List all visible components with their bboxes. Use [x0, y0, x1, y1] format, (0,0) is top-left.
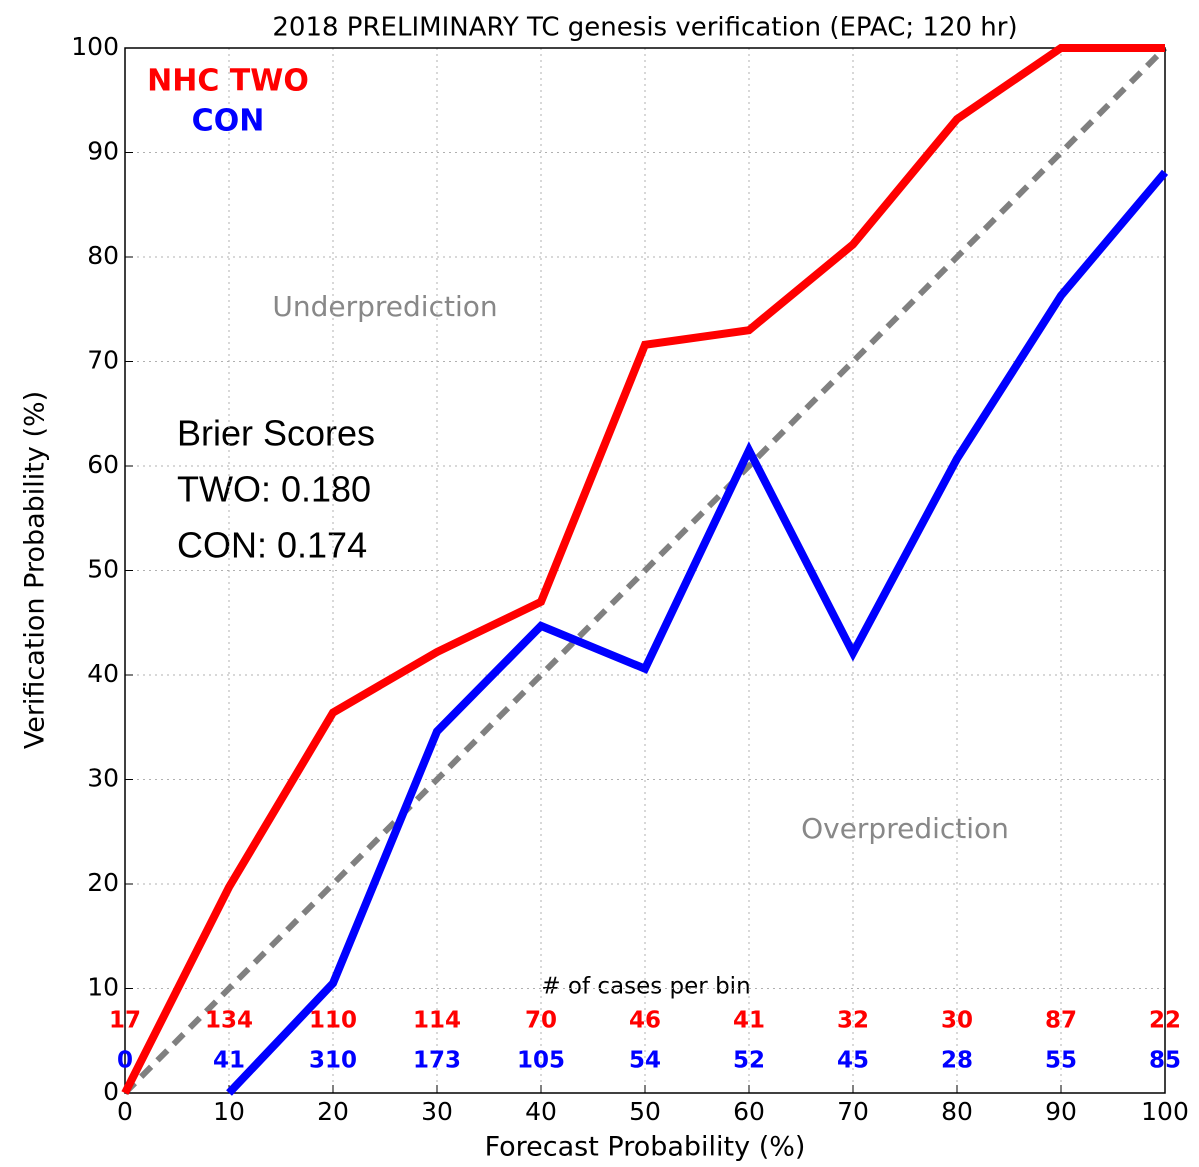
- chart-title: 2018 PRELIMINARY TC genesis verification…: [272, 13, 1017, 43]
- y-tick-label: 80: [87, 241, 119, 270]
- y-tick-label: 90: [87, 137, 119, 166]
- x-tick-label: 40: [525, 1097, 557, 1126]
- annotation: Underprediction: [272, 290, 497, 323]
- brier-text: TWO: 0.180: [177, 469, 371, 510]
- case-count: 30: [941, 1008, 973, 1034]
- brier-text: Brier Scores: [177, 413, 375, 454]
- y-axis-label: Verification Probability (%): [20, 391, 51, 749]
- x-tick-label: 90: [1045, 1097, 1077, 1126]
- series-line: [226, 169, 1169, 1096]
- legend-entry: NHC TWO: [147, 64, 309, 99]
- y-tick-label: 50: [87, 555, 119, 584]
- x-tick-label: 80: [941, 1097, 973, 1126]
- case-count: 17: [109, 1008, 141, 1034]
- counts-title: # of cases per bin: [541, 974, 750, 1000]
- case-count: 134: [205, 1008, 253, 1034]
- case-count: 54: [629, 1048, 661, 1074]
- case-count: 173: [413, 1048, 461, 1074]
- y-tick-label: 10: [87, 973, 119, 1002]
- annotation: Overprediction: [801, 812, 1009, 845]
- case-count: 22: [1149, 1008, 1181, 1034]
- x-tick-label: 0: [117, 1097, 133, 1126]
- y-tick-label: 70: [87, 346, 119, 375]
- y-tick-label: 100: [71, 32, 119, 61]
- y-tick-label: 40: [87, 659, 119, 688]
- x-tick-label: 60: [733, 1097, 765, 1126]
- case-count: 0: [117, 1048, 133, 1074]
- case-count: 41: [733, 1008, 765, 1034]
- brier-text: CON: 0.174: [177, 525, 367, 566]
- case-count: 28: [941, 1048, 973, 1074]
- case-count: 310: [309, 1048, 357, 1074]
- x-axis-label: Forecast Probability (%): [485, 1132, 806, 1163]
- case-count: 46: [629, 1008, 661, 1034]
- y-tick-label: 60: [87, 450, 119, 479]
- x-tick-label: 20: [317, 1097, 349, 1126]
- x-tick-label: 100: [1141, 1097, 1189, 1126]
- case-count: 41: [213, 1048, 245, 1074]
- case-count: 70: [525, 1008, 557, 1034]
- case-count: 87: [1045, 1008, 1077, 1034]
- y-tick-label: 0: [103, 1077, 119, 1106]
- case-count: 52: [733, 1048, 765, 1074]
- x-tick-label: 50: [629, 1097, 661, 1126]
- series-line: [121, 44, 1165, 1095]
- y-tick-label: 20: [87, 868, 119, 897]
- x-tick-label: 10: [213, 1097, 245, 1126]
- case-count: 110: [309, 1008, 357, 1034]
- x-tick-label: 70: [837, 1097, 869, 1126]
- reference-diagonal: [122, 45, 1168, 1096]
- case-count: 114: [413, 1008, 461, 1034]
- case-count: 105: [517, 1048, 565, 1074]
- case-count: 45: [837, 1048, 869, 1074]
- x-tick-label: 30: [421, 1097, 453, 1126]
- y-tick-label: 30: [87, 764, 119, 793]
- case-count: 85: [1149, 1048, 1181, 1074]
- case-count: 55: [1045, 1048, 1077, 1074]
- case-count: 32: [837, 1008, 869, 1034]
- plot-frame: [124, 47, 1166, 1094]
- legend-entry: CON: [192, 104, 265, 139]
